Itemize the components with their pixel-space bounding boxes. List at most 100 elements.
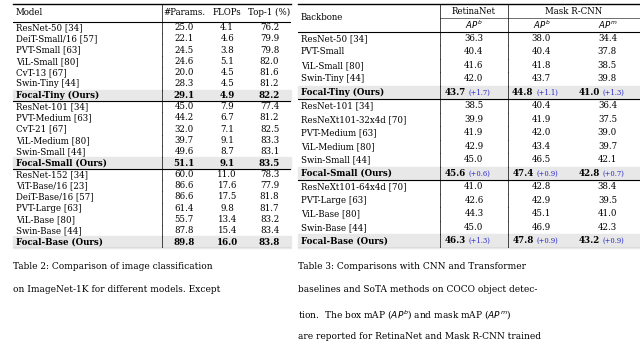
Text: $AP^m$: $AP^m$ xyxy=(598,19,618,30)
Text: 60.0: 60.0 xyxy=(174,170,194,179)
Text: are reported for RetinaNet and Mask R-CNN trained: are reported for RetinaNet and Mask R-CN… xyxy=(298,332,541,341)
Text: Mask R-CNN: Mask R-CNN xyxy=(545,7,603,16)
Text: 44.3: 44.3 xyxy=(465,209,483,219)
Text: 46.3: 46.3 xyxy=(444,237,466,246)
Text: 20.0: 20.0 xyxy=(174,68,194,77)
Text: 41.9: 41.9 xyxy=(464,129,484,137)
Text: 42.0: 42.0 xyxy=(532,129,551,137)
Text: tion.  The box mAP ($AP^b$) and mask mAP ($AP^m$): tion. The box mAP ($AP^b$) and mask mAP … xyxy=(298,309,511,322)
Text: 43.7: 43.7 xyxy=(444,88,466,97)
Text: ViL-Small [80]: ViL-Small [80] xyxy=(15,57,78,66)
Text: ViL-Medium [80]: ViL-Medium [80] xyxy=(15,136,89,145)
Text: 41.0: 41.0 xyxy=(464,182,484,191)
Text: 40.4: 40.4 xyxy=(532,47,551,56)
Text: 83.3: 83.3 xyxy=(260,136,279,145)
Bar xyxy=(298,234,640,248)
Text: 82.5: 82.5 xyxy=(260,125,279,134)
Text: ViT-Base/16 [23]: ViT-Base/16 [23] xyxy=(15,181,87,190)
Text: 9.1: 9.1 xyxy=(220,159,235,168)
Text: 25.0: 25.0 xyxy=(174,23,194,32)
Text: 42.8: 42.8 xyxy=(579,169,600,178)
Text: ResNeXt101-64x4d [70]: ResNeXt101-64x4d [70] xyxy=(301,182,406,191)
Text: 38.5: 38.5 xyxy=(598,61,617,70)
Text: 49.6: 49.6 xyxy=(174,147,194,156)
Text: 83.8: 83.8 xyxy=(259,238,280,247)
Text: $AP^b$: $AP^b$ xyxy=(465,18,483,31)
Text: 40.4: 40.4 xyxy=(532,102,551,111)
Text: ResNet-50 [34]: ResNet-50 [34] xyxy=(15,23,82,32)
Text: 39.7: 39.7 xyxy=(598,142,617,151)
Text: Model: Model xyxy=(15,8,43,17)
Text: 81.7: 81.7 xyxy=(260,204,280,213)
Text: 79.8: 79.8 xyxy=(260,46,279,55)
Text: 82.2: 82.2 xyxy=(259,91,280,100)
Text: ResNeXt101-32x4d [70]: ResNeXt101-32x4d [70] xyxy=(301,115,406,124)
Text: 79.9: 79.9 xyxy=(260,34,279,43)
Text: ResNet-101 [34]: ResNet-101 [34] xyxy=(15,102,88,111)
Text: Focal-Base (Ours): Focal-Base (Ours) xyxy=(301,237,388,246)
Text: 51.1: 51.1 xyxy=(173,159,195,168)
Text: 37.8: 37.8 xyxy=(598,47,617,56)
Text: on ImageNet-1K for different models. Except: on ImageNet-1K for different models. Exc… xyxy=(13,285,220,294)
Text: Swin-Base [44]: Swin-Base [44] xyxy=(15,226,81,235)
Text: 55.7: 55.7 xyxy=(174,215,194,224)
Text: 40.4: 40.4 xyxy=(464,47,484,56)
Text: 77.9: 77.9 xyxy=(260,181,279,190)
Text: 82.0: 82.0 xyxy=(260,57,280,66)
Text: 81.2: 81.2 xyxy=(260,113,280,122)
Text: (+1.7): (+1.7) xyxy=(468,88,490,97)
Text: 83.1: 83.1 xyxy=(260,147,279,156)
Text: Backbone: Backbone xyxy=(301,13,344,22)
Text: 7.1: 7.1 xyxy=(220,125,234,134)
Text: 39.8: 39.8 xyxy=(598,74,617,83)
Text: 45.6: 45.6 xyxy=(444,169,466,178)
Text: 5.1: 5.1 xyxy=(220,57,234,66)
Text: 42.1: 42.1 xyxy=(598,155,617,164)
Text: 43.4: 43.4 xyxy=(532,142,551,151)
Text: 28.3: 28.3 xyxy=(174,79,194,89)
Text: 83.4: 83.4 xyxy=(260,226,279,235)
Text: 41.6: 41.6 xyxy=(464,61,484,70)
Text: 45.0: 45.0 xyxy=(464,155,484,164)
Text: ViL-Base [80]: ViL-Base [80] xyxy=(301,209,360,219)
Text: 41.9: 41.9 xyxy=(532,115,551,124)
Text: 38.4: 38.4 xyxy=(598,182,617,191)
Text: ViL-Small [80]: ViL-Small [80] xyxy=(301,61,364,70)
Text: ViL-Medium [80]: ViL-Medium [80] xyxy=(301,142,374,151)
Text: 38.5: 38.5 xyxy=(464,102,484,111)
Text: ResNet-50 [34]: ResNet-50 [34] xyxy=(301,34,367,43)
Text: (+1.3): (+1.3) xyxy=(468,237,490,245)
Text: 78.3: 78.3 xyxy=(260,170,279,179)
Text: #Params.: #Params. xyxy=(163,8,205,17)
Text: 39.7: 39.7 xyxy=(175,136,193,145)
Text: 4.9: 4.9 xyxy=(220,91,235,100)
Text: 36.3: 36.3 xyxy=(465,34,483,43)
Text: Table 3: Comparisons with CNN and Transformer: Table 3: Comparisons with CNN and Transf… xyxy=(298,262,525,271)
Text: 4.5: 4.5 xyxy=(220,68,234,77)
Text: 46.5: 46.5 xyxy=(532,155,551,164)
Text: 86.6: 86.6 xyxy=(174,192,194,201)
Text: baselines and SoTA methods on COCO object detec-: baselines and SoTA methods on COCO objec… xyxy=(298,285,537,294)
Text: 34.4: 34.4 xyxy=(598,34,617,43)
Bar xyxy=(298,86,640,99)
Text: 8.7: 8.7 xyxy=(220,147,234,156)
Text: 22.1: 22.1 xyxy=(174,34,194,43)
Text: 4.5: 4.5 xyxy=(220,79,234,89)
Text: 9.1: 9.1 xyxy=(220,136,234,145)
Text: Focal-Tiny (Ours): Focal-Tiny (Ours) xyxy=(15,91,99,100)
Text: 89.8: 89.8 xyxy=(173,238,195,247)
Text: 38.0: 38.0 xyxy=(532,34,551,43)
Bar xyxy=(13,90,291,101)
Text: 17.6: 17.6 xyxy=(218,181,237,190)
Text: Focal-Base (Ours): Focal-Base (Ours) xyxy=(15,238,102,247)
Text: DeiT-Small/16 [57]: DeiT-Small/16 [57] xyxy=(15,34,97,43)
Text: 39.9: 39.9 xyxy=(465,115,483,124)
Text: DeiT-Base/16 [57]: DeiT-Base/16 [57] xyxy=(15,192,93,201)
Text: PVT-Large [63]: PVT-Large [63] xyxy=(15,204,81,213)
Text: 4.6: 4.6 xyxy=(220,34,234,43)
Text: Top-1 (%): Top-1 (%) xyxy=(248,8,291,17)
Text: 83.5: 83.5 xyxy=(259,159,280,168)
Text: 45.0: 45.0 xyxy=(464,223,484,232)
Text: 47.4: 47.4 xyxy=(512,169,534,178)
Text: Swin-Small [44]: Swin-Small [44] xyxy=(15,147,85,156)
